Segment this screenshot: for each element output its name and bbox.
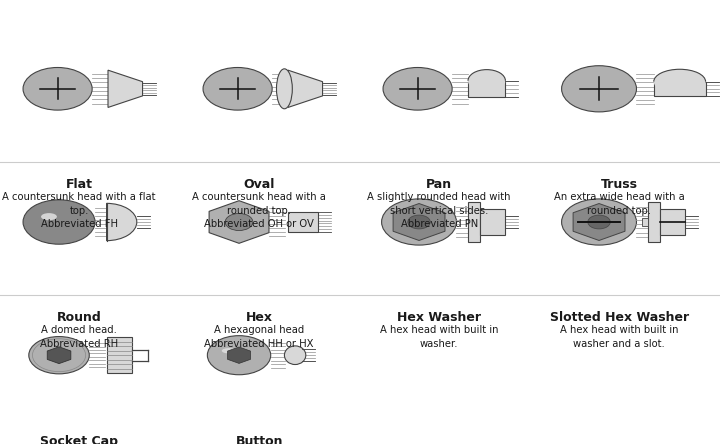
Text: A countersunk head with a flat
top.
Abbreviated FH: A countersunk head with a flat top. Abbr… (2, 192, 156, 230)
Text: Socket Cap: Socket Cap (40, 435, 118, 444)
Bar (468, 202, 480, 242)
Polygon shape (108, 70, 143, 107)
Polygon shape (288, 70, 323, 107)
Circle shape (207, 336, 271, 375)
Text: A hex head with built in
washer.: A hex head with built in washer. (380, 325, 498, 349)
Bar (468, 81, 505, 97)
Circle shape (562, 66, 636, 112)
Text: A slightly rounded head with
short vertical sides.
Abbreviated PN: A slightly rounded head with short verti… (367, 192, 511, 230)
Bar (642, 218, 648, 226)
Circle shape (383, 67, 452, 110)
Polygon shape (393, 203, 445, 241)
Circle shape (23, 200, 95, 244)
Text: Pan: Pan (426, 178, 452, 190)
Text: A countersunk head with a
rounded top.
Abbreviated OH or OV: A countersunk head with a rounded top. A… (192, 192, 326, 230)
Text: A hexagonal head
Abbreviated HH or HX: A hexagonal head Abbreviated HH or HX (204, 325, 314, 349)
Polygon shape (48, 347, 71, 364)
Text: Oval: Oval (243, 178, 275, 190)
Text: An extra wide head with a
rounded top.: An extra wide head with a rounded top. (554, 192, 685, 216)
Text: A hex head with built in
washer and a slot.: A hex head with built in washer and a sl… (560, 325, 678, 349)
Circle shape (408, 215, 431, 229)
Text: Flat: Flat (66, 178, 93, 190)
Text: Slotted Hex Washer: Slotted Hex Washer (549, 311, 689, 324)
Polygon shape (573, 203, 625, 241)
Ellipse shape (654, 69, 706, 94)
Circle shape (588, 215, 611, 229)
Polygon shape (228, 347, 251, 363)
Circle shape (225, 214, 253, 230)
Text: Button: Button (235, 435, 283, 444)
Circle shape (203, 67, 272, 110)
Wedge shape (107, 203, 137, 241)
Bar (654, 82, 706, 96)
Circle shape (23, 67, 92, 110)
Polygon shape (209, 201, 269, 243)
Circle shape (562, 199, 636, 245)
Bar (107, 337, 132, 373)
Bar (287, 349, 302, 361)
Ellipse shape (276, 69, 292, 109)
Circle shape (382, 199, 456, 245)
Text: Hex Washer: Hex Washer (397, 311, 481, 324)
Circle shape (29, 337, 89, 374)
Text: Hex: Hex (246, 311, 273, 324)
Ellipse shape (284, 346, 306, 365)
Text: Truss: Truss (600, 178, 638, 190)
Bar (288, 212, 318, 232)
Ellipse shape (222, 348, 236, 353)
Ellipse shape (468, 70, 505, 92)
Bar (648, 202, 660, 242)
Bar (660, 209, 685, 235)
Bar (480, 209, 505, 235)
Text: A domed head.
Abbreviated RH: A domed head. Abbreviated RH (40, 325, 118, 349)
Text: Round: Round (57, 311, 102, 324)
Ellipse shape (41, 213, 57, 220)
